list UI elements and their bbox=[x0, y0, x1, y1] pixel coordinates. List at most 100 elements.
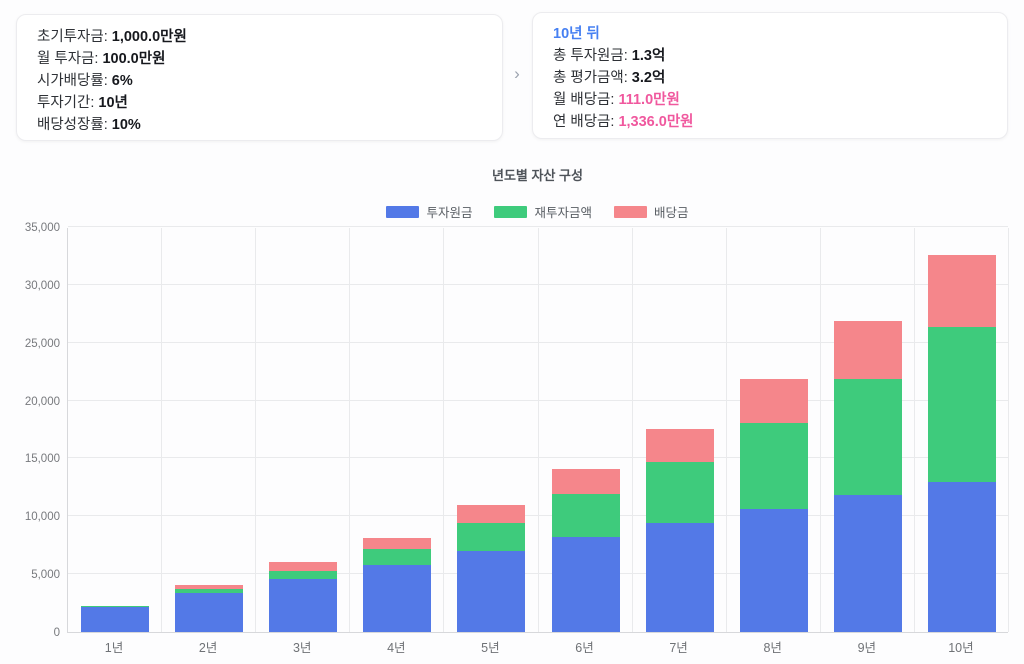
bar-segment-배당금[interactable] bbox=[269, 562, 338, 572]
monthly-investment-label: 월 투자금: bbox=[37, 51, 99, 67]
x-tick-label: 8년 bbox=[763, 641, 782, 655]
dividend-yield-value: 6% bbox=[111, 73, 133, 89]
bar-segment-투자원금[interactable] bbox=[645, 523, 714, 632]
stacked-bar-5년[interactable] bbox=[457, 504, 526, 632]
stacked-bar-7년[interactable] bbox=[645, 429, 714, 632]
gridline-vertical bbox=[161, 228, 163, 632]
bar-segment-재투자금액[interactable] bbox=[175, 589, 244, 593]
y-tick-label: 0 bbox=[53, 627, 60, 639]
x-tick-label: 3년 bbox=[292, 641, 312, 655]
bar-segment-배당금[interactable] bbox=[739, 379, 808, 423]
initial-investment-label: 초기투자금: bbox=[37, 29, 108, 45]
bar-segment-투자원금[interactable] bbox=[457, 551, 526, 632]
legend-item-2[interactable]: 배당금 bbox=[614, 202, 689, 221]
bar-segment-재투자금액[interactable] bbox=[927, 327, 996, 482]
x-tick-label: 2년 bbox=[198, 641, 218, 655]
x-tick-label: 1년 bbox=[104, 641, 124, 655]
x-tick-label: 9년 bbox=[857, 641, 877, 655]
x-tick-label: 7년 bbox=[669, 641, 688, 655]
bar-segment-투자원금[interactable] bbox=[175, 592, 244, 632]
gridline-vertical bbox=[1008, 228, 1009, 632]
bar-segment-재투자금액[interactable] bbox=[739, 422, 808, 510]
legend-swatch-icon bbox=[494, 205, 528, 218]
dividend-yield-row: 시가배당률: 6% bbox=[37, 70, 482, 92]
investment-period-row: 투자기간: 10년 bbox=[37, 92, 482, 114]
y-tick-label: 25,000 bbox=[24, 337, 60, 350]
dividend-yield-label: 시가배당률: bbox=[37, 73, 108, 89]
initial-investment-value: 1,000.0만원 bbox=[111, 29, 187, 45]
bar-segment-배당금[interactable] bbox=[551, 468, 620, 494]
initial-investment-row: 초기투자금: 1,000.0만원 bbox=[37, 26, 482, 48]
bar-segment-배당금[interactable] bbox=[833, 321, 902, 379]
y-tick-label: 35,000 bbox=[24, 222, 60, 234]
result-period-title: 10년 뒤 bbox=[553, 26, 600, 42]
bar-segment-재투자금액[interactable] bbox=[551, 493, 620, 538]
legend-item-0[interactable]: 투자원금 bbox=[386, 202, 472, 221]
dividend-growth-value: 10% bbox=[111, 117, 141, 133]
total-valuation-value: 3.2억 bbox=[631, 70, 666, 86]
x-tick-label: 5년 bbox=[481, 641, 500, 655]
bar-segment-재투자금액[interactable] bbox=[645, 461, 714, 524]
investment-period-label: 투자기간: bbox=[37, 95, 95, 111]
result-summary-card: 10년 뒤 총 투자원금: 1.3억 총 평가금액: 3.2억 월 배당금: 1… bbox=[532, 12, 1008, 139]
total-valuation-row: 총 평가금액: 3.2억 bbox=[553, 67, 987, 89]
legend-swatch-icon bbox=[614, 205, 647, 218]
bar-segment-배당금[interactable] bbox=[81, 605, 150, 607]
gridline-vertical bbox=[443, 228, 445, 632]
stacked-bar-2년[interactable] bbox=[175, 584, 244, 632]
bar-segment-재투자금액[interactable] bbox=[269, 571, 338, 579]
total-principal-row: 총 투자원금: 1.3억 bbox=[553, 45, 987, 67]
monthly-investment-value: 100.0만원 bbox=[102, 51, 166, 67]
legend-label: 배당금 bbox=[654, 206, 689, 220]
stacked-bar-9년[interactable] bbox=[833, 321, 902, 632]
total-principal-label: 총 투자원금: bbox=[553, 48, 628, 64]
x-tick-label: 6년 bbox=[575, 641, 594, 655]
stacked-bar-10년[interactable] bbox=[927, 255, 996, 632]
y-tick-label: 5,000 bbox=[31, 569, 60, 582]
investment-period-value: 10년 bbox=[98, 95, 128, 111]
stacked-bar-3년[interactable] bbox=[269, 562, 338, 632]
yearly-dividend-value: 1,336.0만원 bbox=[618, 114, 694, 130]
stacked-bar-8년[interactable] bbox=[739, 379, 808, 632]
monthly-dividend-value: 111.0만원 bbox=[618, 92, 680, 108]
bar-segment-재투자금액[interactable] bbox=[363, 549, 432, 565]
legend-label: 투자원금 bbox=[426, 206, 473, 220]
bar-segment-배당금[interactable] bbox=[175, 584, 244, 590]
bar-segment-배당금[interactable] bbox=[457, 504, 526, 523]
y-tick-label: 10,000 bbox=[24, 511, 60, 524]
y-tick-label: 20,000 bbox=[24, 395, 60, 408]
bar-segment-투자원금[interactable] bbox=[833, 495, 902, 632]
bar-segment-배당금[interactable] bbox=[927, 255, 996, 328]
bar-segment-배당금[interactable] bbox=[645, 429, 714, 462]
bar-segment-투자원금[interactable] bbox=[269, 578, 338, 632]
gridline-vertical bbox=[349, 228, 351, 632]
stacked-bar-1년[interactable] bbox=[81, 605, 150, 632]
bar-segment-투자원금[interactable] bbox=[81, 606, 150, 632]
bar-segment-투자원금[interactable] bbox=[739, 509, 808, 632]
y-tick-label: 30,000 bbox=[24, 279, 60, 292]
monthly-dividend-row: 월 배당금: 111.0만원 bbox=[553, 89, 987, 111]
gridline-vertical bbox=[631, 228, 633, 632]
bar-segment-투자원금[interactable] bbox=[363, 564, 432, 632]
plot-area bbox=[67, 226, 1009, 633]
chevron-right-icon: › bbox=[514, 64, 520, 83]
legend-item-1[interactable]: 재투자금액 bbox=[494, 202, 592, 221]
bar-segment-투자원금[interactable] bbox=[551, 537, 620, 632]
legend-swatch-icon bbox=[386, 205, 420, 218]
bar-segment-배당금[interactable] bbox=[363, 537, 432, 550]
monthly-investment-row: 월 투자금: 100.0만원 bbox=[37, 48, 482, 70]
dividend-growth-label: 배당성장률: bbox=[37, 117, 108, 133]
legend-label: 재투자금액 bbox=[534, 206, 592, 220]
stacked-bar-6년[interactable] bbox=[551, 468, 620, 632]
bar-segment-재투자금액[interactable] bbox=[457, 522, 526, 551]
bar-segment-투자원금[interactable] bbox=[927, 481, 996, 632]
gridline-vertical bbox=[255, 228, 257, 632]
gridline-vertical bbox=[725, 228, 727, 632]
yearly-dividend-label: 연 배당금: bbox=[553, 114, 615, 130]
gridline-vertical bbox=[819, 228, 821, 632]
stacked-bar-4년[interactable] bbox=[363, 537, 432, 632]
gridline-vertical bbox=[913, 228, 915, 632]
bar-segment-재투자금액[interactable] bbox=[833, 378, 902, 496]
input-summary-card: 초기투자금: 1,000.0만원 월 투자금: 100.0만원 시가배당률: 6… bbox=[16, 14, 503, 141]
